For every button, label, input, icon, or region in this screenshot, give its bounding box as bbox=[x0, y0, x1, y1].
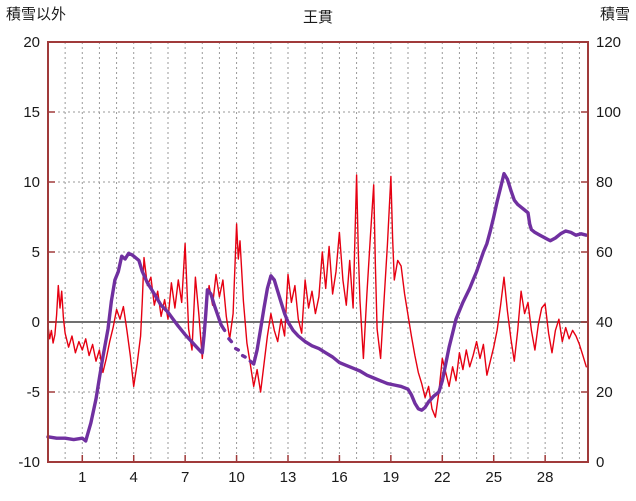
right-axis-tick-label: 40 bbox=[596, 314, 613, 331]
left-axis-tick-label: 5 bbox=[32, 244, 40, 261]
right-axis-tick-label: 100 bbox=[596, 104, 621, 121]
series-line-non-snow bbox=[47, 174, 587, 418]
right-axis-tick-label: 80 bbox=[596, 174, 613, 191]
x-axis-tick-label: 28 bbox=[537, 469, 554, 486]
x-axis-tick-label: 4 bbox=[130, 469, 138, 486]
left-axis-tick-label: 0 bbox=[32, 314, 40, 331]
right-axis-title: 積雪 bbox=[599, 6, 630, 23]
right-axis-tick-label: 0 bbox=[596, 454, 604, 471]
left-axis-tick-label: 20 bbox=[23, 34, 40, 51]
left-axis-tick-label: 10 bbox=[23, 174, 40, 191]
left-axis-tick-label: 15 bbox=[23, 104, 40, 121]
series-line-snow bbox=[46, 171, 588, 443]
x-axis-tick-label: 10 bbox=[228, 469, 245, 486]
x-axis-tick-label: 7 bbox=[181, 469, 189, 486]
x-axis-tick-label: 19 bbox=[383, 469, 400, 486]
x-axis-tick-label: 1 bbox=[78, 469, 86, 486]
left-axis-title: 積雪以外 bbox=[6, 6, 67, 23]
left-axis-tick-label: -5 bbox=[27, 384, 40, 401]
right-axis-tick-label: 20 bbox=[596, 384, 613, 401]
x-axis-tick-label: 16 bbox=[331, 469, 348, 486]
x-axis-tick-label: 13 bbox=[280, 469, 297, 486]
x-axis-tick-label: 25 bbox=[485, 469, 502, 486]
chart-title: 王貫 bbox=[302, 9, 333, 26]
right-axis-tick-label: 60 bbox=[596, 244, 613, 261]
right-axis-tick-label: 120 bbox=[596, 34, 621, 51]
x-axis-tick-label: 22 bbox=[434, 469, 451, 486]
left-axis-tick-label: -10 bbox=[18, 454, 40, 471]
